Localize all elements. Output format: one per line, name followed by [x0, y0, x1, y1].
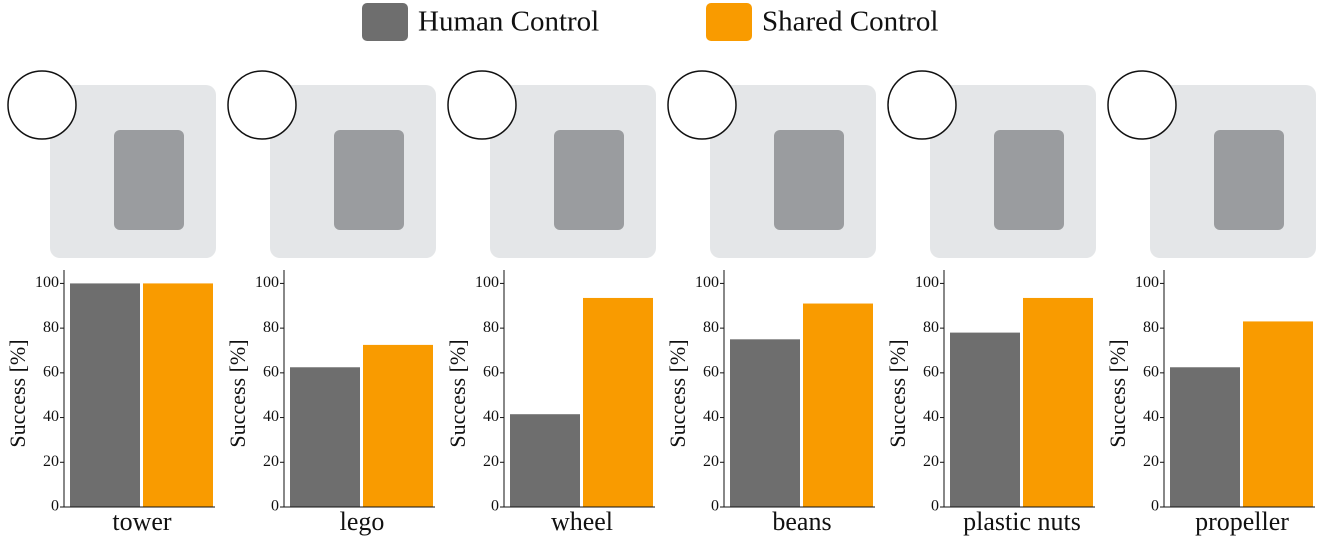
y-tick-label: 20 — [923, 453, 939, 470]
y-tick-label: 80 — [483, 319, 499, 336]
y-tick-label: 60 — [923, 364, 939, 381]
legend-swatch — [362, 3, 408, 41]
y-tick-label: 60 — [263, 364, 279, 381]
x-axis-title: wheel — [551, 507, 613, 536]
bar — [1170, 367, 1240, 507]
y-axis-title: Success [%] — [445, 339, 470, 447]
y-tick-label: 100 — [475, 274, 499, 291]
legend-label: Human Control — [418, 6, 599, 38]
y-tick-label: 20 — [483, 453, 499, 470]
y-tick-label: 0 — [491, 498, 499, 515]
object-icon — [1108, 71, 1176, 139]
x-axis-title: plastic nuts — [963, 507, 1081, 536]
figure: Human Control Shared Control 0 20 40 60 80 100 S… — [0, 0, 1318, 543]
y-tick-label: 0 — [271, 498, 279, 515]
y-tick-label: 0 — [931, 498, 939, 515]
y-tick-label: 40 — [43, 408, 59, 425]
y-tick-label: 40 — [923, 408, 939, 425]
bar — [510, 414, 580, 507]
bar — [290, 367, 360, 507]
x-axis-title: lego — [340, 507, 385, 536]
y-tick-label: 60 — [703, 364, 719, 381]
y-tick-label: 20 — [703, 453, 719, 470]
y-tick-label: 60 — [43, 364, 59, 381]
y-tick-label: 20 — [263, 453, 279, 470]
gripper — [334, 130, 404, 230]
gripper — [114, 130, 184, 230]
bar — [1023, 298, 1093, 507]
y-tick-label: 80 — [703, 319, 719, 336]
y-tick-label: 100 — [1135, 274, 1159, 291]
y-tick-label: 100 — [255, 274, 279, 291]
y-axis-title: Success [%] — [225, 339, 250, 447]
y-tick-label: 80 — [43, 319, 59, 336]
object-icon — [668, 71, 736, 139]
legend-swatch — [706, 3, 752, 41]
y-axis-title: Success [%] — [885, 339, 910, 447]
y-axis-title: Success [%] — [5, 339, 30, 447]
y-tick-label: 0 — [51, 498, 59, 515]
y-tick-label: 100 — [35, 274, 59, 291]
y-tick-label: 40 — [483, 408, 499, 425]
y-tick-label: 20 — [1143, 453, 1159, 470]
object-icon — [448, 71, 516, 139]
y-tick-label: 0 — [711, 498, 719, 515]
y-tick-label: 20 — [43, 453, 59, 470]
object-icon — [888, 71, 956, 139]
y-tick-label: 100 — [915, 274, 939, 291]
y-tick-label: 40 — [703, 408, 719, 425]
object-icon — [228, 71, 296, 139]
bar — [363, 345, 433, 507]
bar — [803, 304, 873, 507]
gripper — [994, 130, 1064, 230]
x-axis-title: beans — [772, 507, 831, 536]
y-tick-label: 0 — [1151, 498, 1159, 515]
bar — [143, 283, 213, 507]
x-axis-title: tower — [112, 507, 172, 536]
y-axis-title: Success [%] — [1105, 339, 1130, 447]
legend-label: Shared Control — [762, 6, 938, 38]
x-axis-title: propeller — [1195, 507, 1289, 536]
bar — [950, 333, 1020, 507]
y-tick-label: 40 — [263, 408, 279, 425]
y-tick-label: 80 — [923, 319, 939, 336]
y-tick-label: 100 — [695, 274, 719, 291]
object-icon — [8, 71, 76, 139]
bar — [730, 339, 800, 507]
y-tick-label: 40 — [1143, 408, 1159, 425]
gripper — [1214, 130, 1284, 230]
y-tick-label: 80 — [263, 319, 279, 336]
y-axis-title: Success [%] — [665, 339, 690, 447]
gripper — [774, 130, 844, 230]
y-tick-label: 60 — [1143, 364, 1159, 381]
bar — [583, 298, 653, 507]
gripper — [554, 130, 624, 230]
y-tick-label: 80 — [1143, 319, 1159, 336]
bar — [1243, 321, 1313, 507]
y-tick-label: 60 — [483, 364, 499, 381]
bar — [70, 283, 140, 507]
